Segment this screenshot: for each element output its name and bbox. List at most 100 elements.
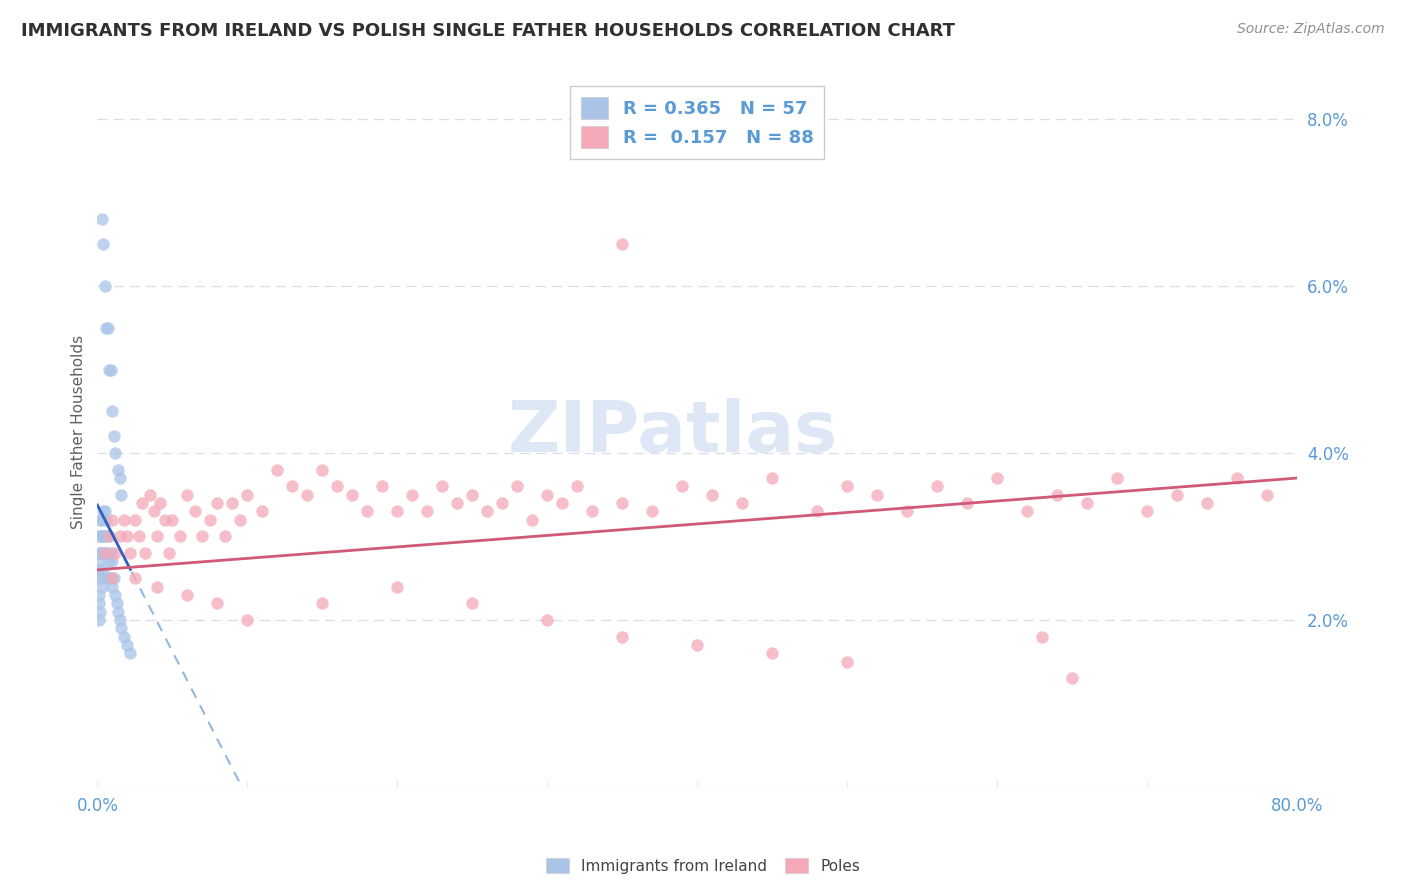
Point bbox=[94, 504, 117, 518]
Point bbox=[104, 546, 127, 560]
Point bbox=[866, 488, 889, 502]
Point bbox=[522, 513, 544, 527]
Point bbox=[311, 596, 333, 610]
Point bbox=[1107, 471, 1129, 485]
Point bbox=[896, 504, 918, 518]
Point bbox=[837, 655, 859, 669]
Point bbox=[93, 504, 115, 518]
Point bbox=[281, 479, 304, 493]
Point bbox=[93, 546, 115, 560]
Point bbox=[87, 588, 110, 602]
Text: IMMIGRANTS FROM IRELAND VS POLISH SINGLE FATHER HOUSEHOLDS CORRELATION CHART: IMMIGRANTS FROM IRELAND VS POLISH SINGLE… bbox=[21, 22, 955, 40]
Point bbox=[104, 446, 127, 460]
Point bbox=[87, 546, 110, 560]
Point bbox=[103, 571, 125, 585]
Point bbox=[1256, 488, 1278, 502]
Point bbox=[536, 488, 558, 502]
Point bbox=[1046, 488, 1069, 502]
Point bbox=[446, 496, 468, 510]
Point bbox=[98, 529, 121, 543]
Point bbox=[112, 630, 135, 644]
Point bbox=[761, 646, 783, 660]
Point bbox=[671, 479, 693, 493]
Point bbox=[87, 571, 110, 585]
Point bbox=[461, 596, 484, 610]
Point bbox=[108, 529, 131, 543]
Point bbox=[686, 638, 709, 652]
Point bbox=[236, 488, 259, 502]
Legend: R = 0.365   N = 57, R =  0.157   N = 88: R = 0.365 N = 57, R = 0.157 N = 88 bbox=[571, 87, 824, 159]
Point bbox=[311, 463, 333, 477]
Point bbox=[1226, 471, 1249, 485]
Point bbox=[98, 529, 121, 543]
Point bbox=[1136, 504, 1159, 518]
Point bbox=[1062, 671, 1084, 685]
Point bbox=[101, 404, 124, 418]
Point bbox=[90, 212, 112, 227]
Point bbox=[198, 513, 221, 527]
Point bbox=[536, 613, 558, 627]
Point bbox=[157, 546, 180, 560]
Point bbox=[551, 496, 574, 510]
Point bbox=[101, 554, 124, 568]
Point bbox=[356, 504, 378, 518]
Point bbox=[153, 513, 176, 527]
Point bbox=[97, 321, 120, 335]
Point bbox=[1031, 630, 1053, 644]
Point bbox=[581, 504, 603, 518]
Point bbox=[89, 546, 111, 560]
Point bbox=[236, 613, 259, 627]
Point bbox=[1017, 504, 1039, 518]
Y-axis label: Single Father Households: Single Father Households bbox=[72, 335, 86, 529]
Point bbox=[477, 504, 499, 518]
Point bbox=[98, 571, 121, 585]
Point bbox=[96, 321, 118, 335]
Point bbox=[149, 496, 172, 510]
Point bbox=[104, 588, 127, 602]
Point bbox=[1197, 496, 1219, 510]
Point bbox=[506, 479, 529, 493]
Point bbox=[105, 596, 128, 610]
Point bbox=[89, 605, 111, 619]
Point bbox=[143, 504, 166, 518]
Point bbox=[169, 529, 191, 543]
Point bbox=[124, 571, 146, 585]
Point bbox=[100, 546, 122, 560]
Point bbox=[124, 513, 146, 527]
Point bbox=[956, 496, 979, 510]
Point bbox=[131, 496, 153, 510]
Point bbox=[87, 529, 110, 543]
Point bbox=[176, 488, 198, 502]
Point bbox=[252, 504, 274, 518]
Point bbox=[146, 580, 169, 594]
Legend: Immigrants from Ireland, Poles: Immigrants from Ireland, Poles bbox=[540, 852, 866, 880]
Point bbox=[87, 563, 110, 577]
Text: Source: ZipAtlas.com: Source: ZipAtlas.com bbox=[1237, 22, 1385, 37]
Point bbox=[191, 529, 214, 543]
Point bbox=[87, 613, 110, 627]
Point bbox=[112, 513, 135, 527]
Point bbox=[927, 479, 949, 493]
Point bbox=[107, 605, 129, 619]
Point bbox=[93, 563, 115, 577]
Point bbox=[94, 279, 117, 293]
Point bbox=[207, 496, 229, 510]
Point bbox=[567, 479, 589, 493]
Point bbox=[326, 479, 349, 493]
Point bbox=[641, 504, 664, 518]
Point bbox=[110, 488, 132, 502]
Point bbox=[93, 529, 115, 543]
Point bbox=[461, 488, 484, 502]
Point bbox=[90, 580, 112, 594]
Point bbox=[387, 580, 409, 594]
Point bbox=[297, 488, 319, 502]
Point bbox=[806, 504, 828, 518]
Point bbox=[96, 529, 118, 543]
Point bbox=[731, 496, 754, 510]
Point bbox=[162, 513, 184, 527]
Point bbox=[491, 496, 513, 510]
Point bbox=[100, 571, 122, 585]
Point bbox=[416, 504, 439, 518]
Point bbox=[101, 571, 124, 585]
Point bbox=[139, 488, 162, 502]
